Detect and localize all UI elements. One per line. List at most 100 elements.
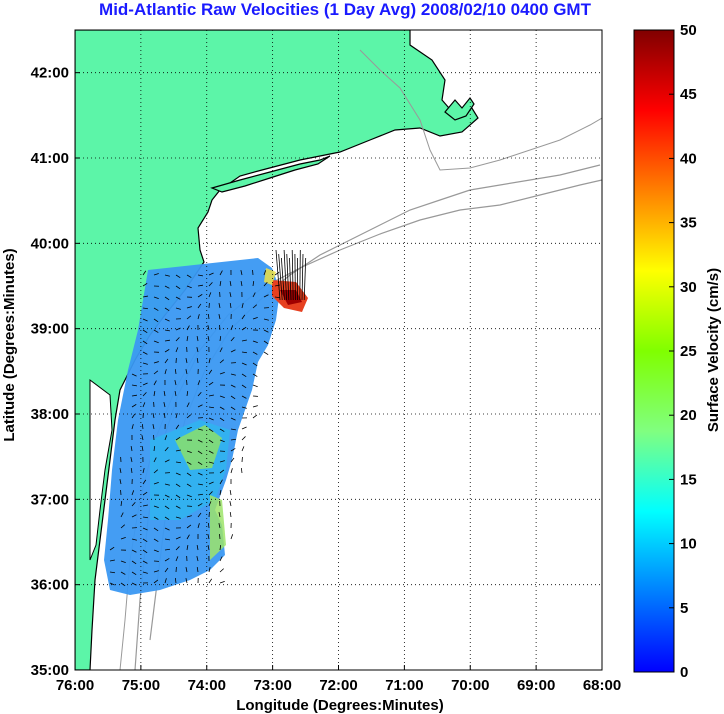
velocity-vector (219, 533, 221, 540)
colorbar-tick-label: 20 (680, 407, 697, 424)
velocity-vector (230, 438, 237, 441)
velocity-vector (252, 414, 258, 419)
velocity-vector (252, 317, 258, 320)
velocity-vector (153, 273, 159, 276)
velocity-vector (164, 483, 170, 486)
velocity-vector (164, 494, 170, 498)
velocity-vector (175, 424, 180, 430)
velocity-vector (197, 472, 203, 476)
velocity-vector (208, 406, 215, 409)
velocity-vector (230, 448, 236, 452)
x-tick-label: 76:00 (56, 677, 94, 694)
velocity-vector (219, 439, 225, 443)
velocity-vector (142, 549, 148, 554)
velocity-field-highlight (264, 268, 276, 285)
velocity-vector (196, 347, 199, 353)
velocity-vector (142, 468, 145, 474)
grid (75, 30, 602, 670)
velocity-vector (207, 325, 210, 331)
velocity-vector (229, 490, 232, 496)
velocity-vector (241, 339, 247, 342)
velocity-vector (208, 578, 213, 584)
velocity-vector (186, 390, 189, 397)
velocity-vector (164, 558, 170, 562)
velocity-vector (120, 524, 126, 529)
velocity-vector (164, 358, 169, 364)
velocity-vector (197, 493, 204, 496)
velocity-vector (153, 391, 156, 397)
velocity-vector (208, 481, 214, 485)
velocity-vector (219, 395, 225, 399)
velocity-vector (175, 556, 179, 562)
velocity-vector (174, 577, 177, 584)
velocity-vector (186, 325, 190, 331)
velocity-vector (197, 274, 203, 277)
velocity-vector (208, 439, 214, 444)
x-tick-label: 74:00 (188, 677, 226, 694)
velocity-vector (208, 369, 213, 375)
velocity-vector (131, 404, 137, 408)
velocity-vector (142, 392, 147, 397)
velocity-vector (241, 446, 245, 452)
colorbar-tick-label: 25 (680, 343, 697, 360)
velocity-vector (175, 505, 181, 509)
velocity-vector (142, 491, 148, 496)
x-axis-label: Longitude (Degrees:Minutes) (236, 697, 444, 714)
velocity-vector (175, 436, 181, 441)
velocity-vector (197, 314, 200, 320)
velocity-vector (142, 402, 146, 408)
velocity-vector (175, 546, 180, 551)
velocity-vector (109, 546, 115, 551)
velocity-vector (142, 351, 148, 355)
velocity-vector (119, 479, 122, 485)
velocity-vector (229, 302, 232, 309)
velocity-vector (252, 405, 258, 408)
velocity-vector (263, 281, 268, 287)
velocity-vector (163, 402, 166, 408)
velocity-vector (197, 439, 203, 443)
velocity-vector (164, 369, 167, 375)
velocity-vector (153, 516, 159, 520)
velocity-vector (175, 494, 181, 499)
velocity-vector (208, 292, 212, 298)
velocity-vector (186, 524, 192, 529)
velocity-vector (142, 270, 147, 276)
velocity-vector (274, 296, 281, 299)
velocity-vector (164, 318, 170, 322)
velocity-vector (186, 414, 192, 419)
velocity-vector (207, 522, 210, 529)
velocity-vector (219, 428, 225, 432)
velocity-vector (230, 349, 236, 353)
velocity-vector (218, 314, 221, 320)
velocity-vector (164, 307, 170, 312)
velocity-vector (109, 571, 116, 574)
velocity-vector (208, 282, 213, 287)
velocity-vector (164, 274, 170, 277)
velocity-vector (131, 560, 137, 565)
velocity-vector (241, 384, 247, 389)
colorbar-label: Surface Velocity (cm/s) (705, 268, 722, 432)
velocity-vector (164, 446, 169, 452)
velocity-vector (186, 450, 192, 454)
velocity-vector (109, 559, 115, 562)
velocity-vector (230, 457, 235, 463)
velocity-vector (142, 538, 148, 543)
velocity-vector (252, 340, 258, 344)
velocity-field-highlight (210, 495, 226, 560)
velocity-vector (197, 391, 202, 397)
velocity-vector (197, 523, 200, 529)
velocity-vector (153, 361, 159, 364)
velocity-vector (208, 417, 214, 421)
velocity-vector (142, 382, 148, 386)
velocity-vector (175, 337, 180, 342)
velocity-vector (283, 249, 287, 301)
velocity-vector (219, 335, 222, 342)
y-tick-label: 39:00 (31, 321, 69, 338)
velocity-vector (142, 516, 149, 519)
velocity-vector (141, 446, 144, 452)
velocity-vector (241, 351, 248, 354)
velocity-vector (186, 336, 189, 342)
velocity-vector (152, 413, 155, 419)
velocity-vector (130, 446, 133, 452)
velocity-vector (241, 362, 247, 366)
